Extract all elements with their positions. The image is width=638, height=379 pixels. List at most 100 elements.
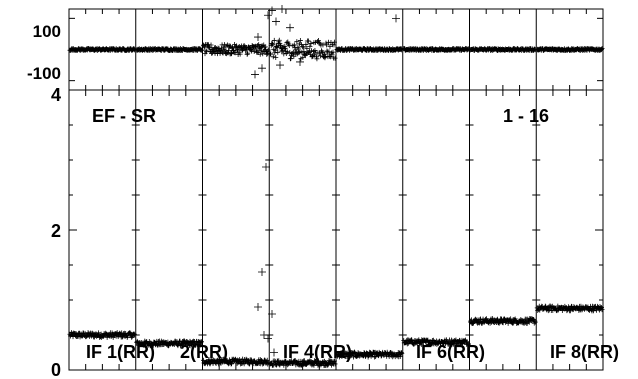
phase-point — [327, 43, 333, 49]
amplitude-point — [228, 361, 234, 367]
amplitude-point — [197, 342, 203, 348]
amplitude-point — [590, 308, 596, 314]
phase-point — [252, 44, 258, 50]
phase-point — [208, 42, 214, 48]
phase-point — [260, 51, 266, 57]
amplitude-point — [409, 337, 415, 343]
amplitude-point — [201, 357, 206, 363]
phase-point — [316, 40, 322, 46]
phase-point — [329, 51, 335, 57]
grid-layer — [69, 9, 603, 371]
phase-point — [273, 55, 279, 61]
points-layer — [67, 5, 605, 368]
amplitude-point — [372, 354, 378, 360]
phase-point — [262, 44, 268, 50]
phase-point — [258, 43, 264, 49]
phase-ytick-label: 100 — [33, 22, 61, 41]
amplitude-point — [243, 356, 249, 362]
phase-outlier-point — [268, 6, 276, 15]
phase-outlier-point — [264, 11, 272, 20]
amplitude-point — [281, 362, 287, 368]
amplitude-point — [465, 341, 471, 347]
phase-point — [332, 55, 338, 61]
amplitude-outlier-point — [254, 303, 262, 311]
amplitude-point — [599, 307, 605, 313]
phase-point — [318, 48, 324, 54]
phase-outlier-point — [392, 14, 400, 23]
amplitude-point — [397, 354, 403, 360]
phase-outlier-point — [286, 23, 294, 32]
amplitude-point — [155, 339, 161, 345]
phase-point — [276, 37, 282, 43]
phase-point — [282, 45, 288, 51]
phase-point — [304, 45, 310, 51]
phase-ytick-label: -100 — [27, 64, 61, 83]
amplitude-point — [352, 349, 358, 355]
amplitude-outlier-point — [262, 163, 270, 171]
amplitude-point — [199, 339, 204, 345]
amplitude-point — [508, 316, 514, 322]
phase-point — [314, 56, 320, 62]
amplitude-point — [332, 361, 338, 367]
amplitude-point — [477, 317, 483, 323]
amp-ytick-label: 4 — [51, 85, 61, 105]
amplitude-point — [85, 330, 91, 336]
amplitude-point — [301, 358, 307, 364]
phase-point — [308, 41, 314, 47]
phase-point — [245, 50, 251, 56]
if-label: IF 1(RR) — [86, 342, 155, 362]
amplitude-point — [248, 357, 254, 363]
phase-point — [257, 51, 263, 57]
amplitude-outlier-point — [270, 348, 278, 357]
amplitude-point — [399, 350, 405, 356]
phase-point — [228, 51, 234, 57]
phase-point — [274, 44, 280, 50]
phase-point — [270, 41, 276, 47]
amplitude-point — [132, 332, 138, 338]
phase-point — [197, 47, 203, 53]
phase-outlier-point — [251, 70, 259, 79]
amplitude-point — [398, 349, 404, 355]
phase-point — [301, 49, 307, 55]
phase-point — [265, 47, 271, 53]
phase-point — [330, 49, 336, 55]
phase-point — [297, 37, 303, 43]
amp-ytick-label: 2 — [51, 221, 61, 241]
amplitude-point — [179, 342, 185, 348]
phase-point — [319, 49, 325, 55]
phase-point — [272, 47, 278, 53]
phase-point — [256, 42, 262, 48]
phase-point — [231, 47, 237, 53]
phase-point — [305, 38, 311, 44]
amplitude-point — [373, 353, 379, 359]
phase-point — [270, 54, 276, 60]
amplitude-point — [355, 350, 361, 356]
phase-point — [300, 54, 306, 60]
phase-point — [269, 41, 275, 47]
phase-point — [229, 50, 235, 56]
amplitude-outlier-point — [264, 334, 272, 343]
phase-point — [271, 37, 277, 43]
phase-point — [275, 49, 281, 55]
phase-outlier-point — [272, 17, 280, 26]
phase-point — [323, 42, 329, 48]
phase-point — [598, 46, 604, 52]
phase-point — [291, 42, 297, 48]
amplitude-point — [526, 319, 532, 325]
if-label: IF 6(RR) — [416, 342, 485, 362]
amplitude-point — [408, 337, 414, 343]
amplitude-point — [466, 341, 471, 347]
phase-point — [307, 43, 313, 49]
phase-point — [303, 42, 309, 48]
if-label: 2(RR) — [180, 342, 228, 362]
amplitude-point — [260, 361, 266, 367]
if-label: IF 8(RR) — [550, 342, 619, 362]
amplitude-point — [531, 320, 537, 326]
amplitude-point — [404, 341, 410, 347]
phase-point — [296, 50, 302, 56]
amplitude-point — [532, 318, 538, 324]
phase-outlier-point — [276, 61, 284, 70]
phase-point — [289, 50, 295, 56]
amplitude-point — [331, 358, 337, 364]
